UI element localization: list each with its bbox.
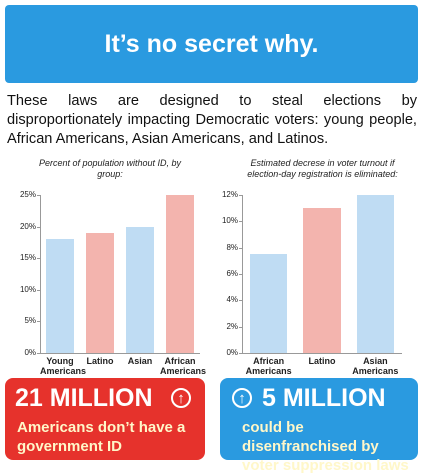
bar: [250, 254, 288, 353]
tick-mark: [239, 221, 242, 223]
y-tick-label: 25%: [19, 190, 36, 199]
y-tick-label: 0%: [24, 348, 36, 357]
x-tick-label: Asian: [127, 356, 153, 366]
y-tick-label: 10%: [19, 284, 36, 294]
y-tick-label: 2%: [226, 321, 238, 331]
bar: [356, 195, 394, 353]
callout-headline: 5 MILLION: [262, 384, 386, 412]
tick-mark: [37, 353, 40, 354]
y-tick-label: 12%: [221, 190, 238, 199]
callout-headline: 21 MILLION: [15, 384, 153, 412]
tick-mark: [239, 195, 242, 196]
tick-mark: [239, 353, 242, 354]
y-tick-label: 20%: [19, 221, 36, 231]
y-tick-label: 4%: [226, 295, 238, 305]
arrow-icon: ↑: [171, 388, 191, 408]
chart-title: Percent of population without ID, by gro…: [38, 158, 182, 179]
x-tick-label: African Americans: [160, 356, 207, 376]
y-tick-label: 15%: [19, 253, 36, 263]
x-tick-label: Latino: [308, 356, 336, 366]
callout-text: could be disenfranchised by voter suppre…: [242, 419, 409, 474]
bar: [86, 232, 114, 353]
x-tick-label: Latino: [86, 356, 114, 366]
x-tick-label: African Americans: [245, 356, 292, 376]
y-axis: [242, 195, 243, 353]
y-tick-label: 0%: [226, 348, 238, 357]
bar: [46, 239, 74, 353]
chart-title: Estimated decrese in voter turnout if el…: [247, 158, 398, 179]
intro-text: These laws are designed to steal electio…: [7, 93, 417, 147]
x-tick-label: Asian Americans: [352, 356, 399, 376]
bar: [166, 195, 194, 353]
tick-mark: [239, 274, 242, 275]
callout-box: ↑ 5 MILLION could be disenfranchised by …: [220, 378, 418, 474]
tick-mark: [37, 226, 40, 228]
y-tick-label: 6%: [226, 269, 238, 278]
header: It’s no secret why.: [5, 5, 418, 83]
arrow-icon: ↑: [232, 388, 252, 408]
bar: [303, 208, 341, 353]
bar: [126, 226, 154, 353]
y-axis: [40, 195, 41, 353]
callout-box: 21 MILLION ↑ Americans don’t have a gove…: [5, 378, 205, 460]
y-tick-label: 5%: [24, 316, 36, 326]
tick-mark: [239, 300, 242, 302]
tick-mark: [37, 321, 40, 323]
callout-text: Americans don’t have a government ID: [17, 419, 186, 455]
y-tick-label: 10%: [221, 216, 238, 226]
tick-mark: [37, 195, 40, 196]
page: It’s no secret why. These laws are desig…: [5, 5, 418, 474]
x-tick-label: Young Americans: [40, 356, 87, 376]
tick-mark: [37, 289, 40, 291]
x-axis: [40, 353, 200, 354]
x-axis: [242, 353, 402, 354]
tick-mark: [37, 258, 40, 260]
tick-mark: [239, 326, 242, 328]
y-tick-label: 8%: [226, 242, 238, 252]
tick-mark: [239, 247, 242, 249]
